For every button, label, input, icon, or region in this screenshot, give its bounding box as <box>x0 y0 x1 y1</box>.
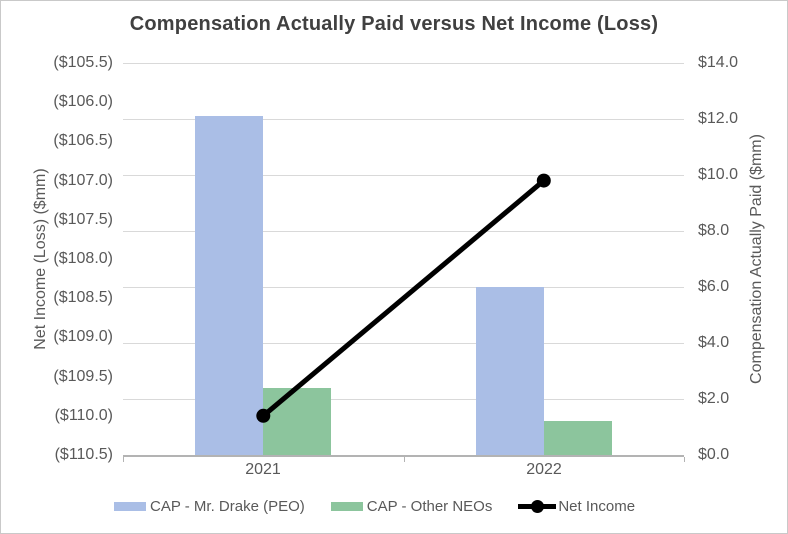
legend-label-cap-peo: CAP - Mr. Drake (PEO) <box>150 498 305 515</box>
gridline <box>123 63 684 64</box>
legend-line-dot <box>531 500 545 513</box>
y-axis-right-tick-label: $4.0 <box>698 334 730 351</box>
gridline <box>123 287 684 288</box>
net-income-line <box>261 178 546 418</box>
x-axis-tick <box>123 457 124 462</box>
bar-cap-neos-2022 <box>544 421 612 455</box>
y-axis-left-tick-label: ($106.0) <box>53 93 113 110</box>
legend-label-cap-neos: CAP - Other NEOs <box>366 498 493 515</box>
y-axis-right-tick-label: $10.0 <box>698 166 739 183</box>
y-axis-right-tick-label: $8.0 <box>698 222 730 239</box>
gridline <box>123 343 684 344</box>
bar-cap-neos-2021 <box>263 388 331 455</box>
x-axis-tick <box>684 457 685 462</box>
y-axis-left-tick-label: ($110.5) <box>54 446 113 463</box>
legend-swatch-cap-peo <box>114 502 146 511</box>
gridline <box>123 175 684 176</box>
y-axis-left-tick-label: ($106.5) <box>53 132 113 149</box>
y-axis-right-tick-label: $12.0 <box>698 110 739 127</box>
legend-swatch-cap-neos <box>330 502 363 511</box>
x-category-label-2021: 2021 <box>245 461 281 478</box>
gridline <box>123 119 684 120</box>
plot-area <box>123 63 684 455</box>
y-axis-left-tick-label: ($108.0) <box>53 250 113 267</box>
legend-item-cap-neos: CAP - Other NEOs <box>330 498 493 515</box>
y-axis-left-tick-label: ($109.5) <box>53 368 113 385</box>
y-axis-left-tick-label: ($107.0) <box>53 172 113 189</box>
y-axis-left-tick-label: ($108.5) <box>53 289 113 306</box>
y-axis-right-tick-label: $2.0 <box>698 390 730 407</box>
x-axis-line <box>123 455 684 457</box>
legend-item-net-income: Net Income <box>518 498 635 515</box>
y-axis-left-tick-label: ($109.0) <box>53 328 113 345</box>
y-axis-right-tick-label: $0.0 <box>698 446 730 463</box>
legend-label-net-income: Net Income <box>558 498 636 515</box>
gridline <box>123 231 684 232</box>
x-axis-tick <box>404 457 405 462</box>
net-income-line-layer <box>256 173 551 423</box>
net-income-marker-2021 <box>256 408 271 423</box>
chart-title: Compensation Actually Paid versus Net In… <box>129 13 659 35</box>
y-axis-left-tick-label: ($105.5) <box>53 54 113 71</box>
y-axis-left-tick-label: ($110.0) <box>54 407 113 424</box>
bar-cap-peo-2022 <box>476 287 544 455</box>
y-axis-right-tick-label: $6.0 <box>698 278 730 295</box>
y-axis-right-tick-label: $14.0 <box>698 54 739 71</box>
legend: CAP - Mr. Drake (PEO) CAP - Other NEOs Net… <box>114 498 635 515</box>
legend-item-cap-peo: CAP - Mr. Drake (PEO) <box>114 498 305 515</box>
x-category-label-2022: 2022 <box>526 461 562 478</box>
legend-line-marker-net-income <box>518 500 557 513</box>
y-axis-left-tick-label: ($107.5) <box>53 211 113 228</box>
bar-cap-peo-2021 <box>195 116 263 455</box>
net-income-marker-2022 <box>536 173 551 188</box>
gridline <box>123 399 684 400</box>
